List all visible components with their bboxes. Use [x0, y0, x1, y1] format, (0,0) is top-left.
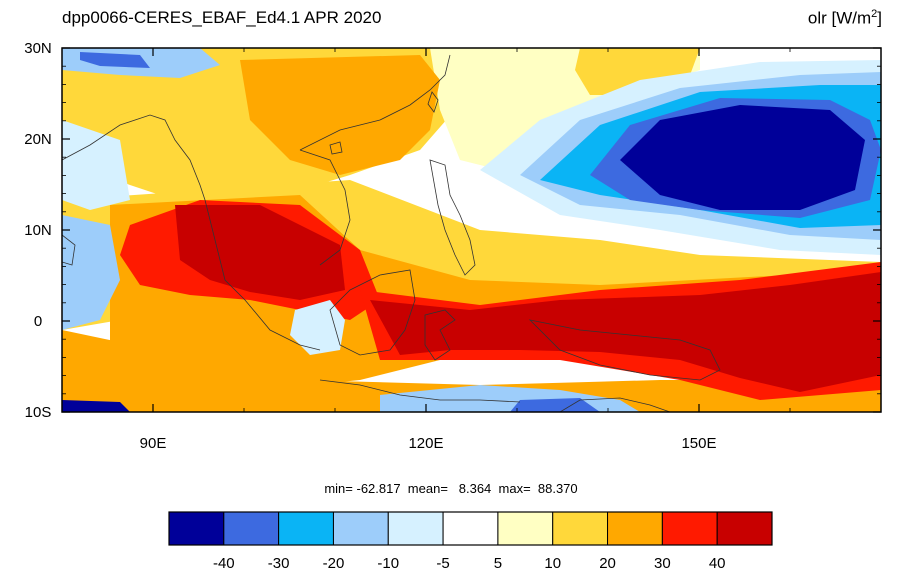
field-patch-darkred-indochina — [175, 205, 345, 300]
field-patch-darkred-pacific — [370, 272, 881, 392]
colorbar-label: -40 — [213, 555, 235, 572]
colorbar-label: 20 — [599, 555, 616, 572]
lat-tick-label: 30N — [24, 40, 52, 57]
field-patch-darkblue-southwest — [62, 400, 130, 412]
colorbar-swatch — [332, 511, 389, 546]
coastline-philippines — [429, 159, 476, 276]
lon-tick-label: 90E — [140, 435, 167, 452]
colorbar-label: -10 — [377, 555, 399, 572]
coastline-indochina — [204, 199, 321, 351]
coastlines — [62, 54, 721, 412]
coastline-sri-lanka — [62, 234, 76, 266]
colorbar-swatch — [552, 511, 609, 546]
variable-label-exponent: 2 — [871, 8, 878, 20]
colorbar-label: -30 — [268, 555, 290, 572]
coastline-java — [319, 379, 521, 403]
coastline-vietnam — [299, 149, 351, 266]
coastline-new-guinea — [528, 319, 721, 381]
coastline-australia — [559, 397, 671, 412]
colorbar-swatch — [278, 511, 334, 546]
lat-tick-label: 10S — [25, 404, 52, 421]
lat-tick-label: 10N — [24, 222, 52, 239]
colorbar-swatch — [607, 511, 663, 546]
variable-label-text: olr [W/m — [807, 8, 872, 28]
longitude-axis: 90E 120E 150E — [61, 48, 882, 452]
field-patch-darkblue-nwpacific — [620, 105, 865, 210]
lat-tick-label: 0 — [34, 313, 42, 330]
field-patch-orange-south — [62, 330, 881, 412]
colorbar-label: 30 — [654, 555, 671, 572]
coastline-china — [299, 54, 451, 151]
colorbar-swatch — [387, 511, 444, 546]
colorbar-swatch — [497, 511, 554, 546]
latitude-axis: 30N 20N 10N 0 10S — [24, 40, 881, 421]
colorbar-swatch — [716, 511, 773, 546]
field-patch-paleblue-westedge — [62, 120, 130, 210]
coastline-sulawesi — [424, 309, 456, 361]
olr-anomaly-field — [62, 48, 881, 412]
coastline-hainan — [329, 141, 343, 155]
lon-tick-label: 120E — [408, 435, 443, 452]
colorbar-label: -5 — [436, 555, 449, 572]
colorbar-swatch — [661, 511, 718, 546]
colorbar-label: 10 — [544, 555, 561, 572]
coastline-borneo — [329, 269, 416, 356]
coastline-taiwan — [427, 91, 439, 113]
colorbar-swatch — [168, 511, 225, 546]
field-statistics: min= -62.817 mean= 8.364 max= 88.370 — [324, 481, 578, 496]
plot-title: dpp0066-CERES_EBAF_Ed4.1 APR 2020 — [62, 8, 382, 27]
field-patch-orange-scs — [240, 55, 440, 175]
field-patch-yellow-north-central — [575, 48, 700, 95]
coastline-india — [62, 114, 206, 201]
colorbar-frame — [168, 511, 773, 546]
colorbar-label: -20 — [323, 555, 345, 572]
colorbar: -40 -30 -20 -10 -5 5 10 20 30 40 — [168, 511, 773, 572]
colorbar-swatch — [442, 511, 499, 546]
field-patch-blue-northwest — [80, 52, 150, 68]
field-patch-lightblue-westedge — [62, 215, 120, 330]
variable-label: olr [W/m2] — [808, 8, 882, 29]
lat-tick-label: 20N — [24, 131, 52, 148]
colorbar-label: 5 — [494, 555, 502, 572]
variable-label-end: ] — [877, 8, 882, 28]
colorbar-swatch — [223, 511, 280, 546]
colorbar-label: 40 — [709, 555, 726, 572]
lon-tick-label: 150E — [681, 435, 716, 452]
